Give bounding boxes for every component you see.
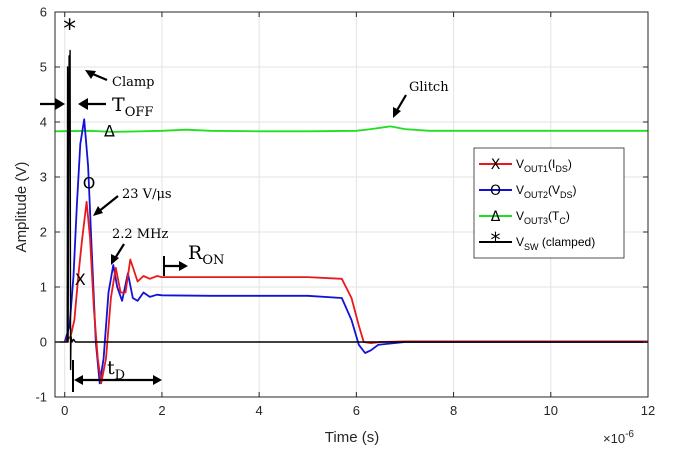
x-axis-title: Time (s): [325, 429, 379, 446]
ron-label: RON: [188, 242, 224, 268]
legend-box: [473, 147, 625, 259]
series-layer: [54, 49, 648, 385]
marker-vsw: *: [63, 14, 76, 44]
glitch-arrowhead: [393, 107, 401, 118]
ron-arrowhead: [179, 261, 188, 271]
glitch-arrow: [395, 94, 407, 113]
td-label: tD: [107, 357, 125, 383]
legend-label-vout1: VOUT1(IDS): [516, 157, 572, 174]
x-tick-label: 6: [353, 403, 360, 418]
legend-marker-vsw: *: [491, 228, 501, 252]
plot-frame: [54, 11, 649, 398]
legend: X VOUT1(IDS) O VOUT2(VDS) Δ VOUT3(TC) * VSW (cl…: [473, 147, 625, 259]
slew-arrow: [97, 195, 119, 213]
slew-label: 23 V/μs: [122, 187, 172, 202]
y-tick-label: 3: [40, 170, 47, 185]
legend-label-vout3: VOUT3(TC): [516, 209, 570, 226]
glitch-label: Glitch: [409, 80, 449, 95]
annotations: Clamp TOFF Glitch 23 V/μs 2.2 MHz RON tD: [40, 70, 449, 392]
series-line-vsw: [55, 49, 648, 371]
x-exponent-label: ×10-6: [603, 429, 634, 446]
legend-label-vout2: VOUT2(VDS): [516, 183, 577, 200]
y-tick-label: 4: [40, 115, 47, 130]
y-tick-label: -1: [35, 390, 47, 405]
x-tick-label: 0: [61, 403, 68, 418]
toff-right-arrowhead: [78, 98, 88, 110]
legend-marker-vout2: O: [490, 183, 501, 199]
legend-marker-vout1: X: [491, 157, 501, 173]
legend-label-vsw: VSW (clamped): [516, 235, 595, 252]
y-tick-label: 5: [40, 60, 47, 75]
legend-marker-vout3: Δ: [491, 209, 501, 225]
slew-arrowhead: [93, 206, 103, 216]
data-markers: * Δ O X: [63, 14, 115, 289]
td-arrowhead-left: [74, 375, 83, 385]
marker-vout3: Δ: [104, 121, 115, 140]
marker-vout2: O: [83, 174, 96, 193]
x-tick-label: 2: [158, 403, 165, 418]
y-tick-label: 1: [40, 280, 47, 295]
x-tick-label: 4: [256, 403, 263, 418]
clamp-label: Clamp: [112, 75, 155, 90]
freq-label: 2.2 MHz: [112, 227, 168, 242]
y-tick-label: 6: [40, 5, 47, 20]
x-tick-label: 8: [450, 403, 457, 418]
y-tick-label: 2: [40, 225, 47, 240]
y-axis-title: Amplitude (V): [13, 162, 30, 253]
toff-left-arrowhead: [55, 98, 65, 110]
clamp-arrowhead: [85, 70, 96, 79]
td-arrowhead-right: [153, 375, 162, 385]
series-line-vout3: [54, 125, 648, 133]
freq-arrowhead: [111, 254, 119, 265]
y-tick-label: 0: [40, 335, 47, 350]
marker-vout1: X: [75, 270, 86, 289]
toff-label: TOFF: [112, 94, 153, 120]
series-line-vout2: [63, 118, 648, 385]
x-tick-label: 12: [641, 403, 655, 418]
x-tick-label: 10: [544, 403, 558, 418]
